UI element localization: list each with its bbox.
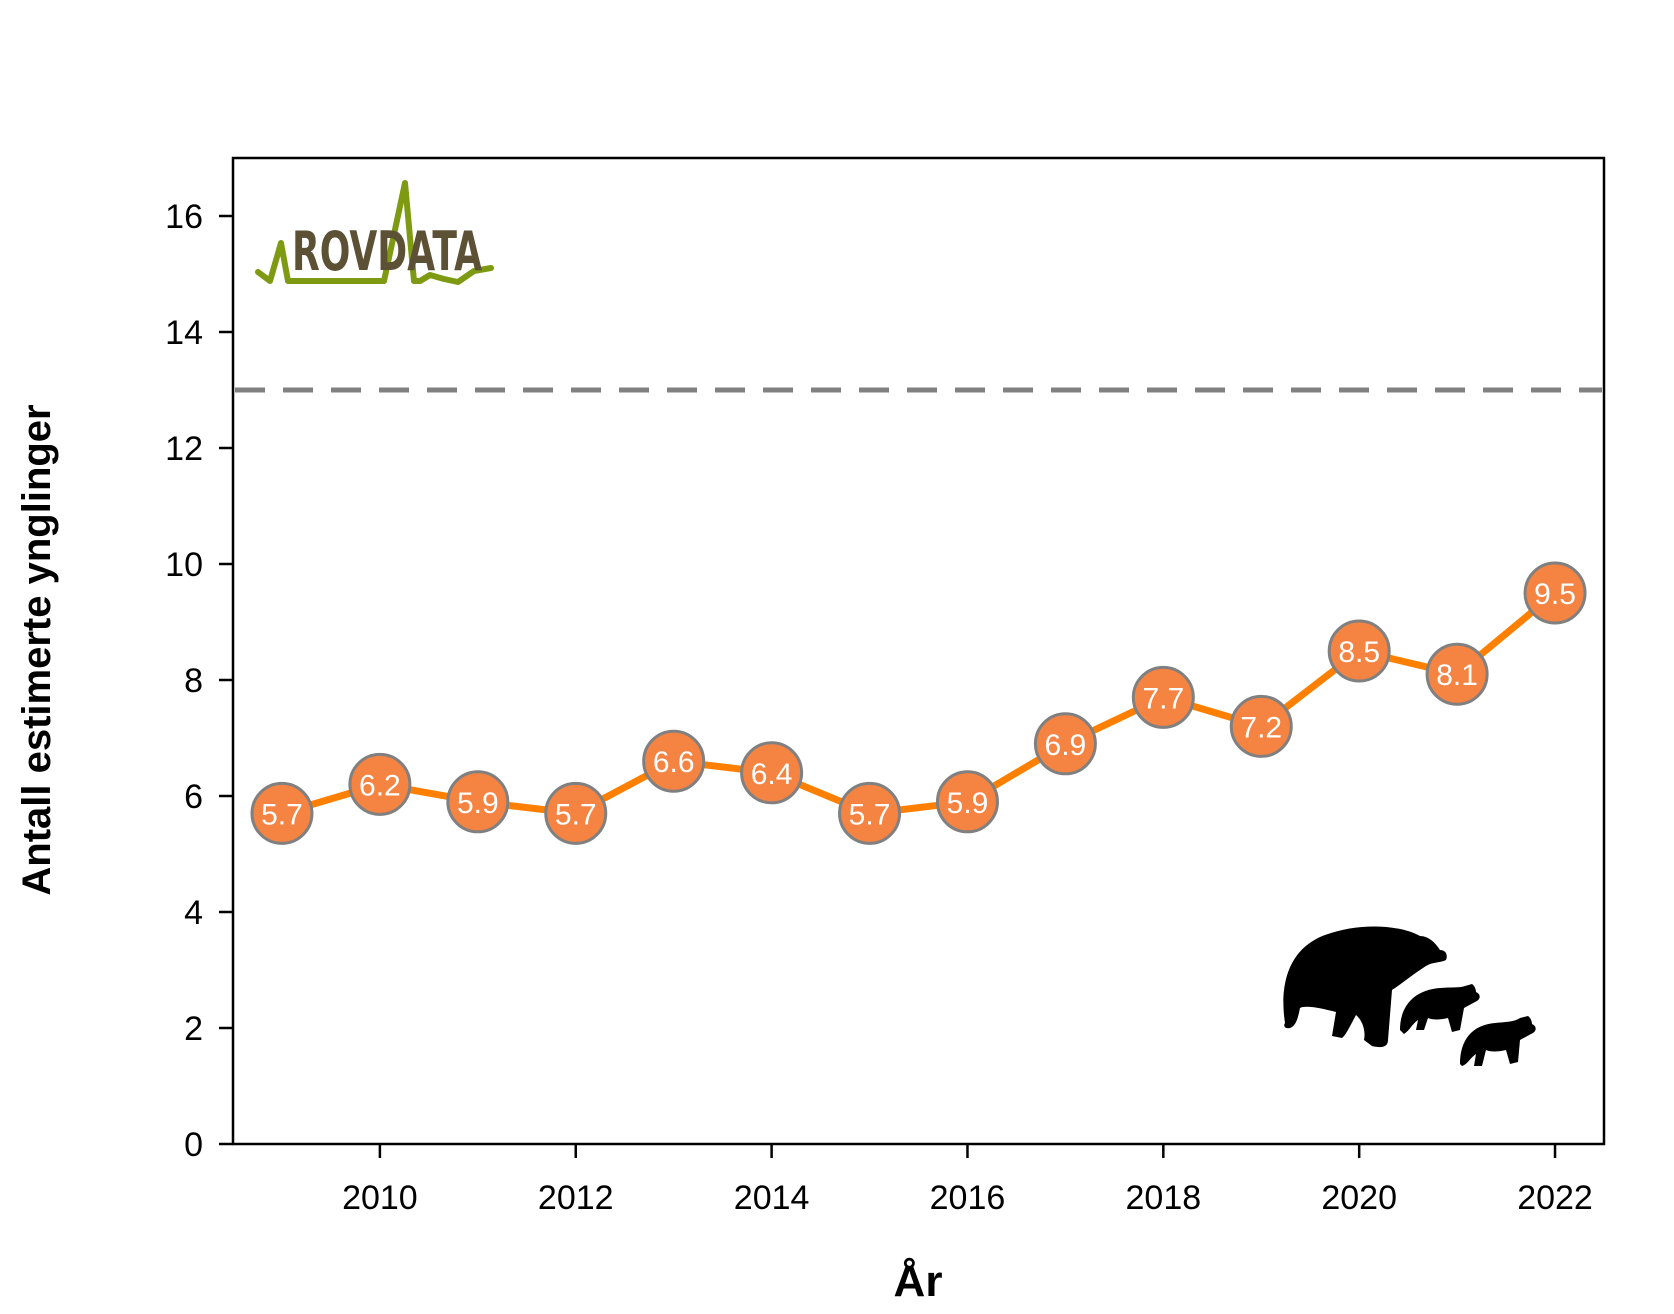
- data-labels-group: 5.7 6.2 5.9 5.7 6.6 6.4 5.7 5.9 6.9 7.7 7.2 8.5 8.1 9…: [261, 578, 1576, 831]
- series-group: [250, 561, 1587, 845]
- data-label: 5.7: [555, 798, 597, 831]
- data-point: [1033, 712, 1097, 776]
- x-tick-label: 2020: [1321, 1179, 1397, 1217]
- x-tick-label: 2012: [538, 1179, 614, 1217]
- data-label: 5.7: [261, 798, 303, 831]
- data-point: [544, 781, 608, 845]
- data-point: [935, 770, 999, 834]
- data-label: 6.2: [359, 769, 401, 802]
- y-tick-label: 8: [184, 662, 203, 700]
- data-point: [1229, 694, 1293, 758]
- y-tick-label: 4: [184, 894, 203, 932]
- data-label: 6.4: [751, 758, 793, 791]
- data-point: [642, 729, 706, 793]
- y-tick-label: 12: [165, 430, 203, 468]
- plot-frame: [231, 156, 1606, 1146]
- data-label: 5.9: [457, 787, 499, 820]
- axes: 0 2 4 6 8 10 12 14 16 2010 2012 2014 2016 2018 2020 202…: [165, 198, 1593, 1217]
- rovdata-logo-text: ROVDATA: [292, 220, 482, 283]
- rovdata-logo-line-icon: [255, 180, 494, 285]
- data-point: [446, 770, 510, 834]
- x-axis-title: År: [894, 1257, 943, 1306]
- data-point: [1327, 619, 1391, 683]
- data-label: 7.2: [1240, 711, 1282, 744]
- y-tick-label: 6: [184, 778, 203, 816]
- data-label: 7.7: [1142, 682, 1184, 715]
- data-label: 6.9: [1045, 729, 1087, 762]
- data-label: 6.6: [653, 746, 695, 779]
- data-point: [740, 741, 804, 805]
- data-label: 9.5: [1534, 578, 1576, 611]
- data-point: [250, 781, 314, 845]
- y-tick-label: 10: [165, 546, 203, 584]
- x-tick-label: 2014: [734, 1179, 810, 1217]
- y-tick-label: 2: [184, 1010, 203, 1048]
- y-tick-label: 16: [165, 198, 203, 236]
- data-label: 8.5: [1338, 636, 1380, 669]
- y-tick-label: 0: [184, 1126, 203, 1164]
- data-label: 5.7: [849, 798, 891, 831]
- y-axis-title: Antall estimerte ynglinger: [15, 404, 59, 895]
- x-tick-label: 2018: [1126, 1179, 1202, 1217]
- data-point: [348, 752, 412, 816]
- rovdata-logo: ROVDATA: [255, 180, 494, 285]
- x-tick-label: 2022: [1517, 1179, 1593, 1217]
- data-point: [1131, 665, 1195, 729]
- y-tick-label: 14: [165, 314, 203, 352]
- x-tick-label: 2010: [342, 1179, 418, 1217]
- data-point: [1425, 642, 1489, 706]
- data-point: [838, 781, 902, 845]
- data-label: 8.1: [1436, 659, 1478, 692]
- bear-with-cubs-icon: [1283, 926, 1536, 1066]
- data-point: [1523, 561, 1587, 625]
- data-label: 5.9: [947, 787, 989, 820]
- x-tick-label: 2016: [930, 1179, 1006, 1217]
